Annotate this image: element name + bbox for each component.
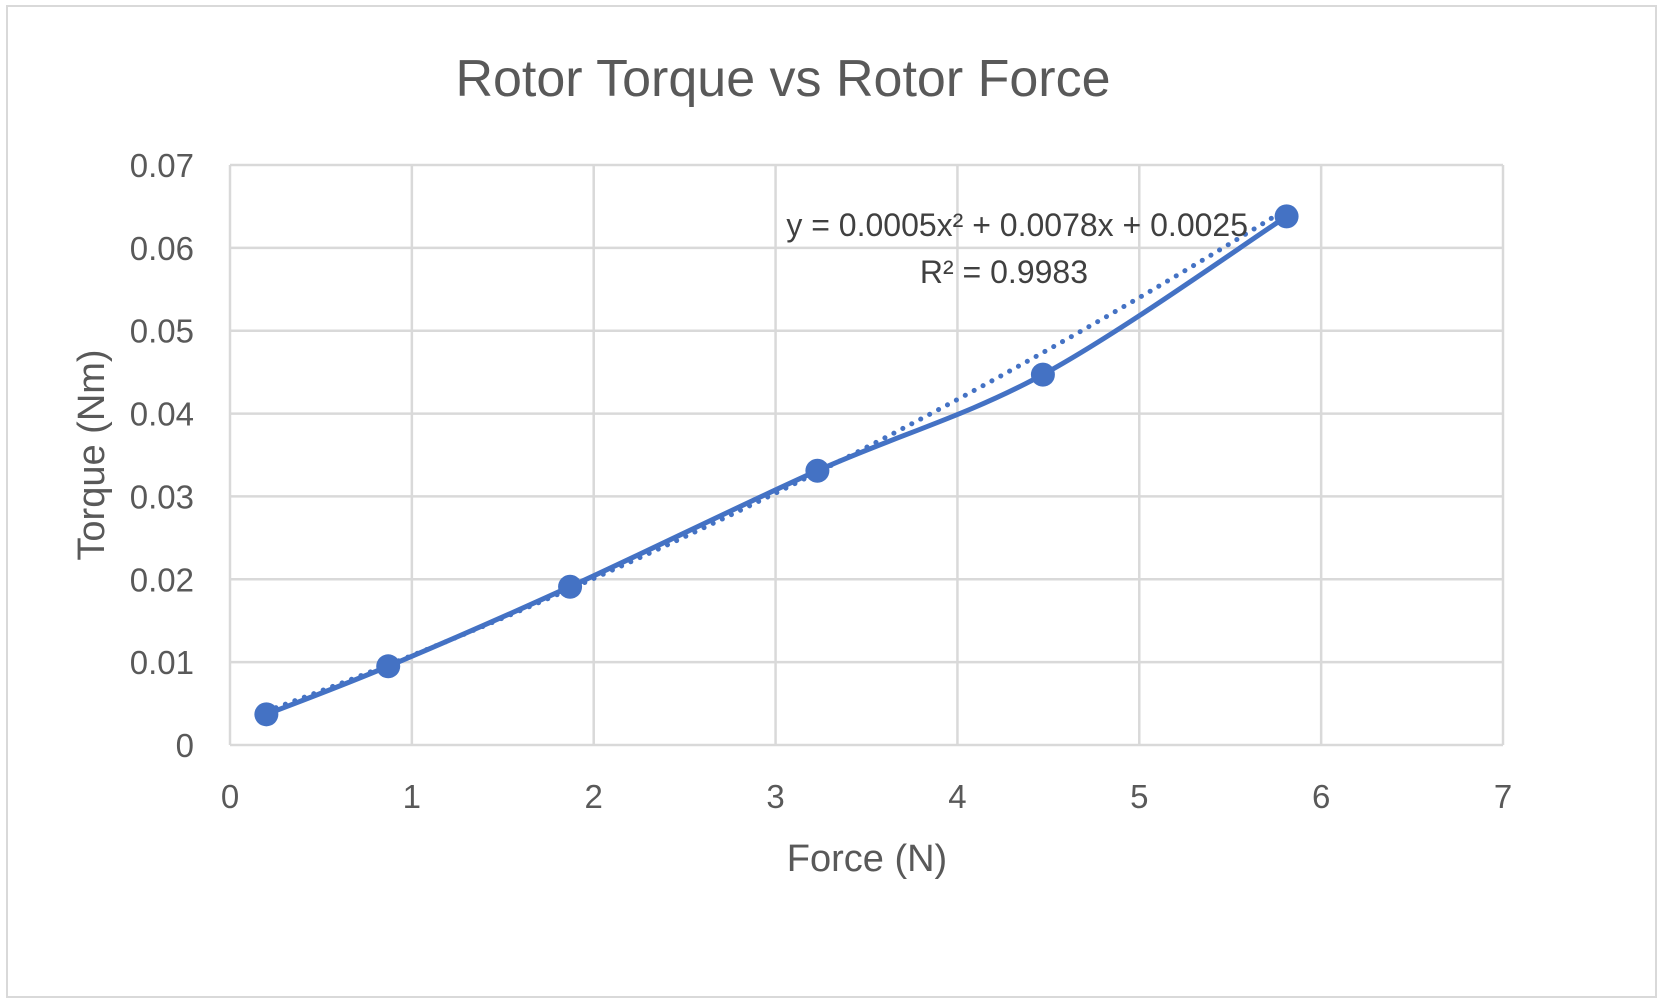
chart-title: Rotor Torque vs Rotor Force bbox=[455, 50, 1110, 108]
grid-layer bbox=[228, 163, 1505, 747]
trendline-equation: y = 0.0005x² + 0.0078x + 0.0025 bbox=[786, 207, 1248, 243]
x-tick-label: 7 bbox=[1494, 778, 1512, 815]
y-tick-label: 0.07 bbox=[130, 147, 194, 184]
data-point bbox=[558, 574, 583, 599]
x-tick-label: 3 bbox=[766, 778, 784, 815]
y-axis-label: Torque (Nm) bbox=[71, 349, 113, 560]
data-point bbox=[1274, 204, 1299, 229]
x-tick-label: 5 bbox=[1130, 778, 1148, 815]
tick-label-layer: 0 0.01 0.02 0.03 0.04 0.05 0.06 0.07 0 1 2 3 4 5 6 7 bbox=[130, 147, 1512, 815]
data-point bbox=[1030, 362, 1055, 387]
series-layer bbox=[254, 204, 1299, 727]
y-tick-label: 0.06 bbox=[130, 230, 194, 267]
x-tick-label: 6 bbox=[1312, 778, 1330, 815]
x-tick-label: 4 bbox=[948, 778, 966, 815]
y-tick-label: 0.05 bbox=[130, 313, 194, 350]
data-point bbox=[805, 458, 830, 483]
data-point bbox=[254, 702, 279, 727]
trendline-r-squared: R² = 0.9983 bbox=[920, 254, 1088, 290]
y-tick-label: 0 bbox=[176, 727, 194, 764]
y-tick-label: 0.02 bbox=[130, 561, 194, 598]
x-tick-label: 0 bbox=[221, 778, 239, 815]
x-tick-label: 1 bbox=[403, 778, 421, 815]
chart-frame: 0 0.01 0.02 0.03 0.04 0.05 0.06 0.07 0 1 2 3 4 5 6 7 Ro… bbox=[6, 5, 1657, 998]
chart-svg: 0 0.01 0.02 0.03 0.04 0.05 0.06 0.07 0 1 2 3 4 5 6 7 Ro… bbox=[71, 50, 1512, 880]
y-tick-label: 0.03 bbox=[130, 478, 194, 515]
x-axis-label: Force (N) bbox=[787, 838, 947, 880]
y-tick-label: 0.04 bbox=[130, 396, 194, 433]
x-tick-label: 2 bbox=[585, 778, 603, 815]
data-point bbox=[376, 654, 401, 679]
y-tick-label: 0.01 bbox=[130, 644, 194, 681]
